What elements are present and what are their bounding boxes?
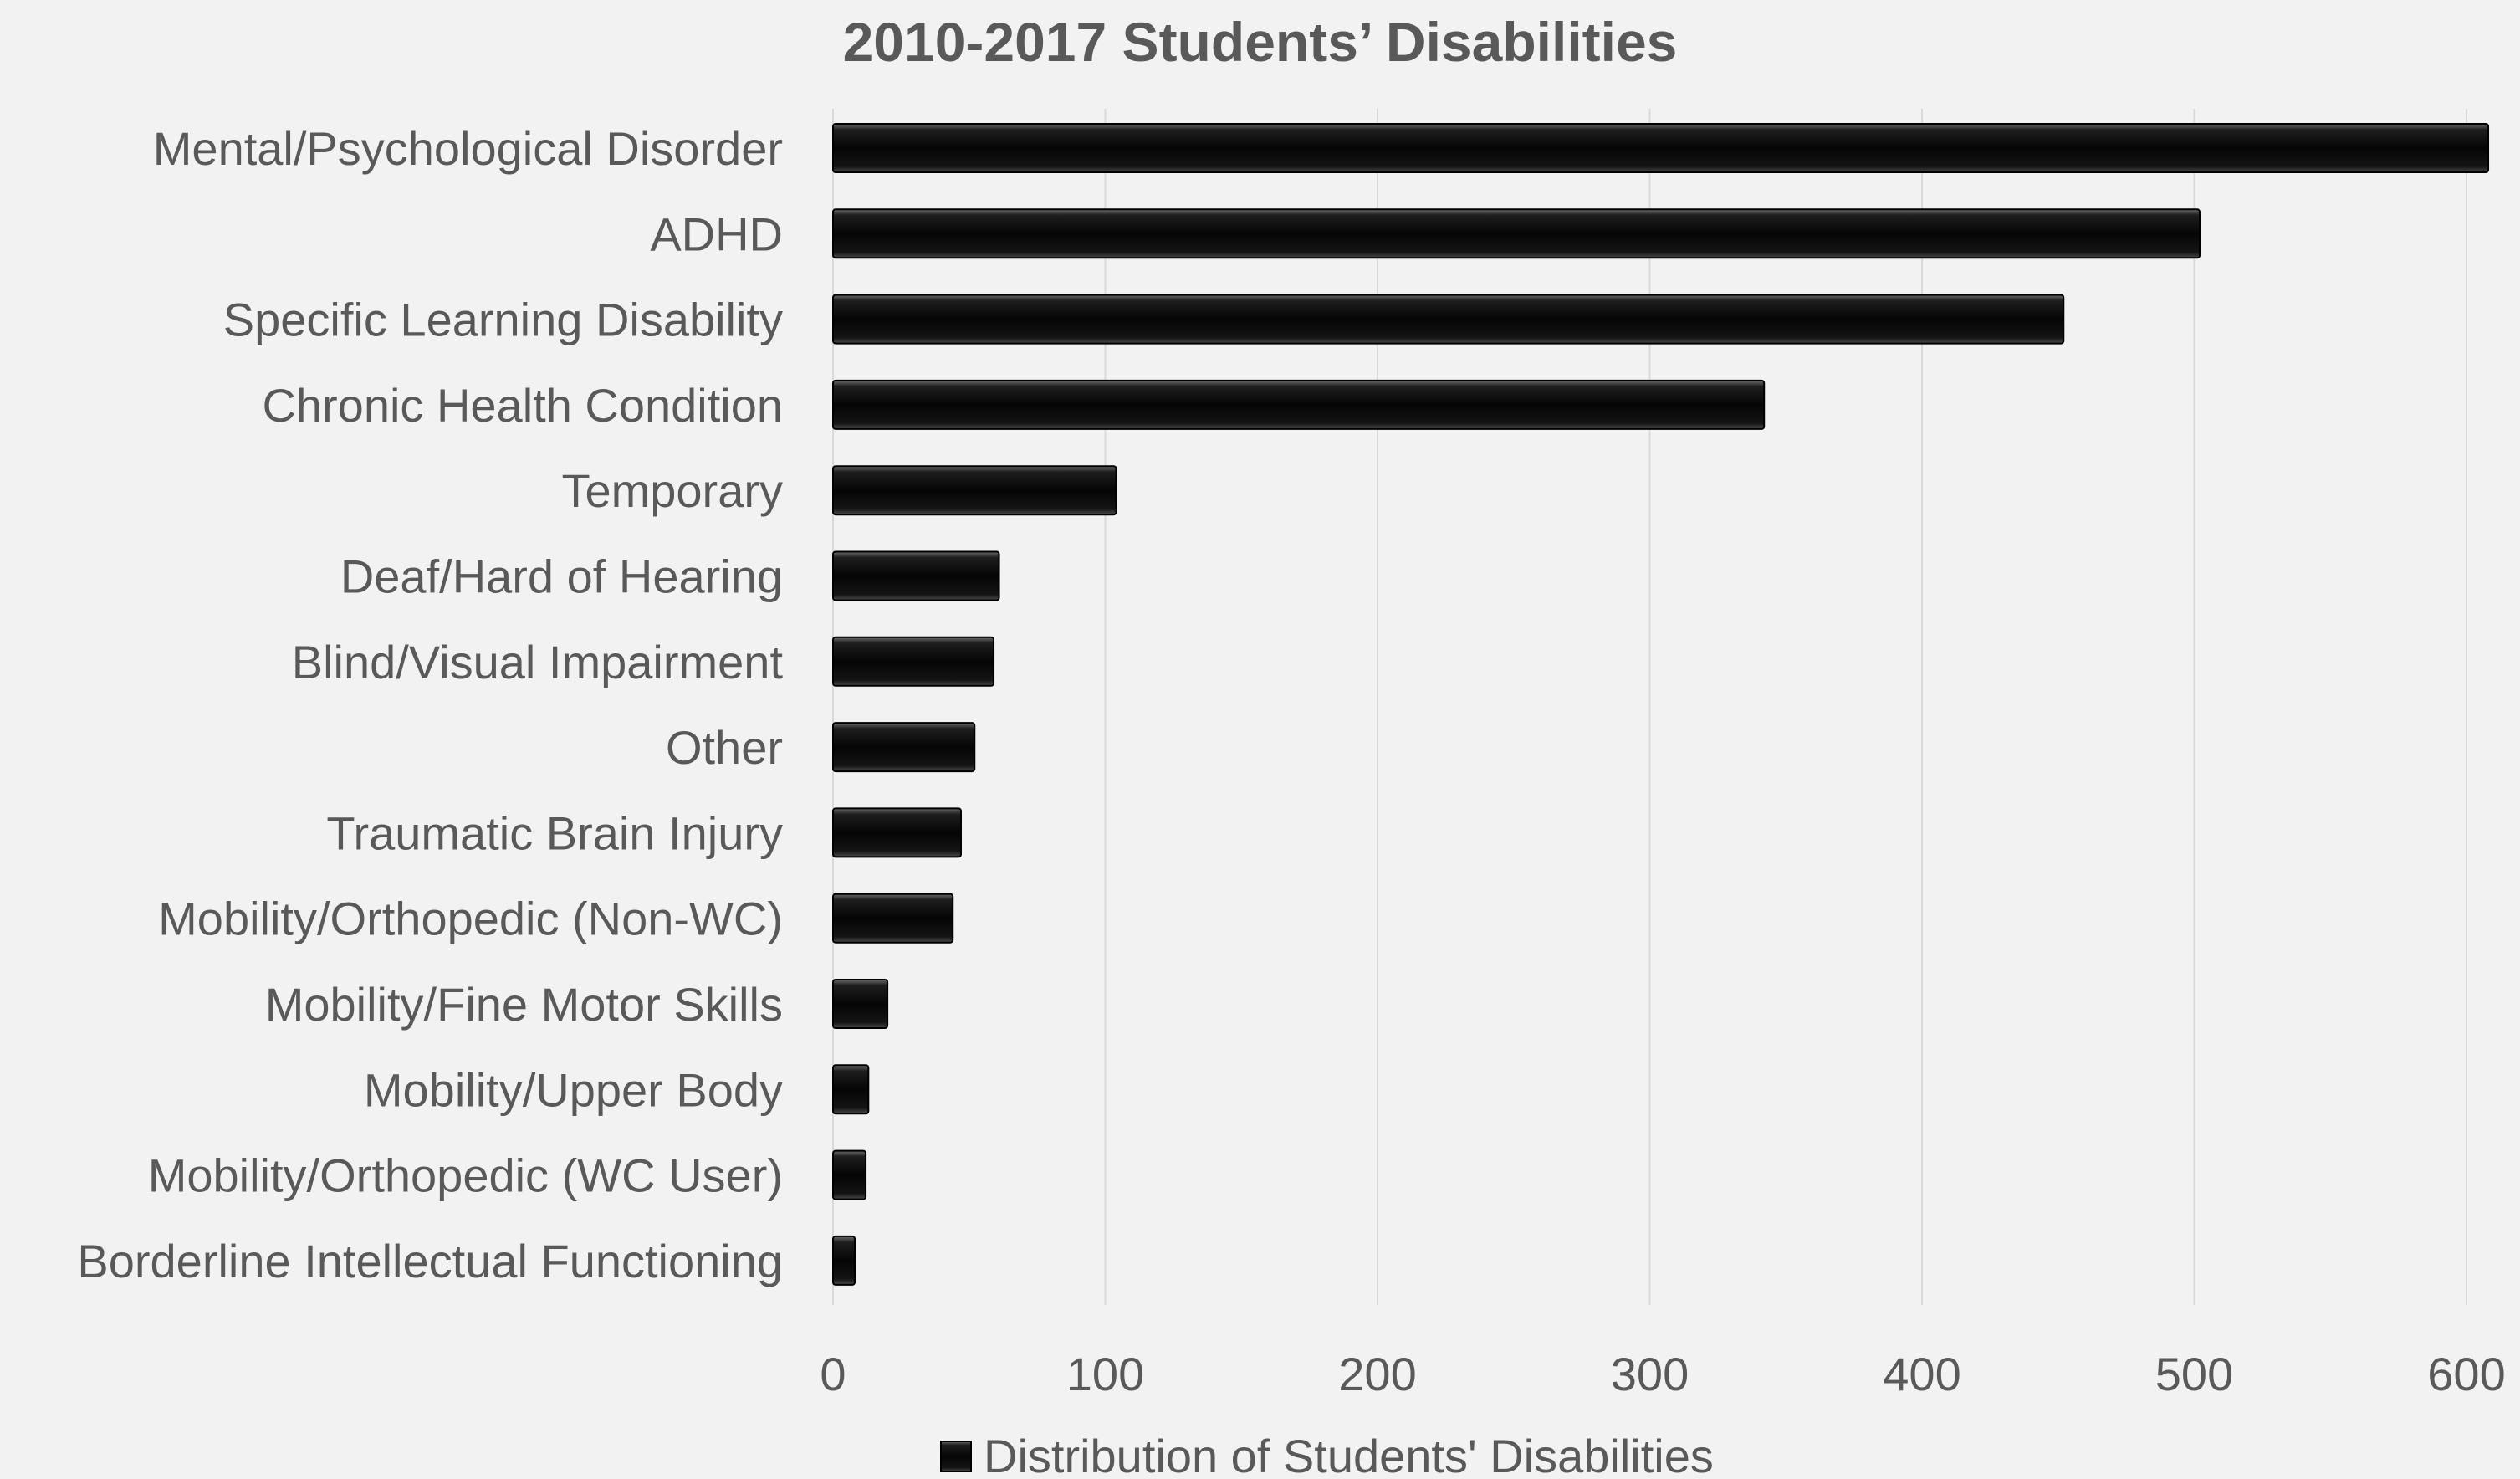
bar xyxy=(832,979,889,1029)
bar xyxy=(832,550,1000,601)
bar xyxy=(832,636,995,687)
category-labels: Mental/Psychological Disorder ADHD Specifi… xyxy=(77,122,783,1287)
x-tick-label: 200 xyxy=(1338,1348,1416,1400)
category-label: Mobility/Orthopedic (Non-WC) xyxy=(158,893,783,945)
category-label: ADHD xyxy=(650,207,783,260)
bar xyxy=(832,893,954,944)
category-label: Traumatic Brain Injury xyxy=(326,806,783,859)
legend-label: Distribution of Students' Disabilities xyxy=(984,1430,1714,1479)
chart-title: 2010-2017 Students’ Disabilities xyxy=(842,11,1678,73)
x-tick-label: 500 xyxy=(2155,1348,2233,1400)
x-tick-label: 0 xyxy=(820,1348,846,1400)
x-tick-labels: 0 100 200 300 400 500 600 xyxy=(820,1348,2505,1400)
category-label: Temporary xyxy=(561,464,783,517)
category-label: Mobility/Orthopedic (WC User) xyxy=(148,1149,783,1202)
bar xyxy=(832,1235,856,1286)
category-label: Deaf/Hard of Hearing xyxy=(340,550,783,603)
bar xyxy=(832,807,962,858)
bar xyxy=(832,123,2490,173)
category-label: Mobility/Fine Motor Skills xyxy=(265,978,783,1031)
x-tick-label: 400 xyxy=(1883,1348,1960,1400)
legend-swatch xyxy=(940,1441,972,1472)
bar xyxy=(832,1149,867,1200)
category-label: Other xyxy=(666,721,783,774)
x-tick-label: 600 xyxy=(2427,1348,2505,1400)
x-tick-label: 100 xyxy=(1066,1348,1144,1400)
bars xyxy=(832,123,2490,1286)
bar xyxy=(832,208,2201,259)
bar xyxy=(832,722,976,773)
category-label: Blind/Visual Impairment xyxy=(292,636,784,688)
category-label: Mental/Psychological Disorder xyxy=(153,122,783,175)
legend: Distribution of Students' Disabilities xyxy=(940,1430,1714,1479)
category-label: Mobility/Upper Body xyxy=(364,1063,783,1116)
bar xyxy=(832,465,1117,516)
category-label: Chronic Health Condition xyxy=(262,379,783,432)
gridlines xyxy=(832,109,2467,1305)
category-label: Specific Learning Disability xyxy=(223,294,783,346)
bar xyxy=(832,294,2065,345)
bar xyxy=(832,379,1766,430)
category-label: Borderline Intellectual Functioning xyxy=(77,1235,783,1287)
x-tick-label: 300 xyxy=(1611,1348,1689,1400)
bar xyxy=(832,1064,870,1115)
